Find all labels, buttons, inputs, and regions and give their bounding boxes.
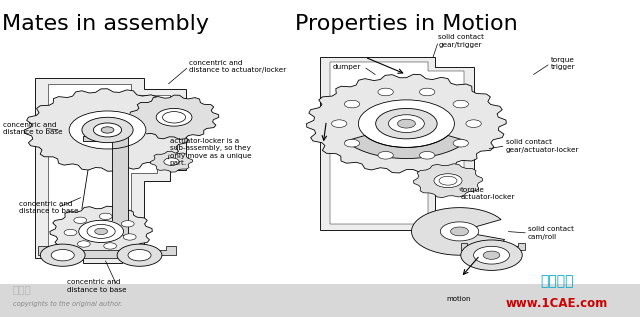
Polygon shape xyxy=(48,84,170,252)
Circle shape xyxy=(483,251,500,259)
Text: solid contact
gear/actuator-locker: solid contact gear/actuator-locker xyxy=(506,139,579,152)
Circle shape xyxy=(93,123,122,137)
Polygon shape xyxy=(79,220,124,243)
Text: solid contact
cam/roll: solid contact cam/roll xyxy=(528,226,574,240)
Polygon shape xyxy=(330,62,464,224)
Circle shape xyxy=(344,100,360,108)
Circle shape xyxy=(461,240,522,270)
Circle shape xyxy=(378,88,394,96)
Text: dumper: dumper xyxy=(333,64,361,69)
Circle shape xyxy=(332,120,347,127)
FancyBboxPatch shape xyxy=(0,284,640,317)
Text: concentric and
distance to base: concentric and distance to base xyxy=(67,279,127,293)
Circle shape xyxy=(40,244,85,266)
Circle shape xyxy=(122,221,134,227)
Circle shape xyxy=(124,234,136,240)
Text: 机械美: 机械美 xyxy=(13,284,31,294)
Circle shape xyxy=(419,152,435,159)
Circle shape xyxy=(376,108,437,139)
Polygon shape xyxy=(461,243,525,254)
Polygon shape xyxy=(24,89,191,171)
Circle shape xyxy=(95,228,108,235)
Circle shape xyxy=(101,127,114,133)
Text: torque
actuator-locker: torque actuator-locker xyxy=(461,187,515,200)
Polygon shape xyxy=(69,111,146,149)
Circle shape xyxy=(51,249,74,261)
Text: solid contact
gear/trigger: solid contact gear/trigger xyxy=(438,35,484,48)
Circle shape xyxy=(82,117,133,143)
Polygon shape xyxy=(156,108,192,126)
Text: concentric and
distance to base: concentric and distance to base xyxy=(3,122,63,135)
Circle shape xyxy=(77,241,90,247)
Circle shape xyxy=(87,224,115,238)
Polygon shape xyxy=(83,136,128,235)
Circle shape xyxy=(466,120,481,127)
Polygon shape xyxy=(434,174,462,188)
Polygon shape xyxy=(50,206,152,256)
Circle shape xyxy=(419,88,435,96)
Polygon shape xyxy=(320,57,474,230)
Text: www.1CAE.com: www.1CAE.com xyxy=(506,297,608,310)
Circle shape xyxy=(440,222,479,241)
Circle shape xyxy=(128,249,151,261)
Circle shape xyxy=(439,176,457,185)
Polygon shape xyxy=(346,136,467,158)
Circle shape xyxy=(397,119,415,128)
Text: torque
trigger: torque trigger xyxy=(550,57,575,70)
Polygon shape xyxy=(130,95,219,139)
Polygon shape xyxy=(164,158,179,165)
Circle shape xyxy=(388,115,424,133)
Text: copyrights to the original author.: copyrights to the original author. xyxy=(13,301,122,307)
Polygon shape xyxy=(413,164,483,197)
Circle shape xyxy=(378,152,394,159)
Circle shape xyxy=(453,100,468,108)
Circle shape xyxy=(99,213,112,220)
Text: motion: motion xyxy=(447,296,471,301)
Text: 仿真在线: 仿真在线 xyxy=(540,275,573,288)
Text: concentric and
distance to actuator/locker: concentric and distance to actuator/lock… xyxy=(189,60,286,73)
Polygon shape xyxy=(150,151,193,172)
Circle shape xyxy=(474,246,509,264)
Polygon shape xyxy=(35,78,186,263)
Polygon shape xyxy=(412,208,504,255)
Circle shape xyxy=(74,217,86,223)
Text: actuator-locker is a
sub-assembly, so they
only move as a unique
part.: actuator-locker is a sub-assembly, so th… xyxy=(170,138,252,166)
Polygon shape xyxy=(307,74,506,173)
Circle shape xyxy=(163,112,186,123)
Text: Properties in Motion: Properties in Motion xyxy=(295,14,518,34)
Circle shape xyxy=(453,139,468,147)
Circle shape xyxy=(104,243,116,249)
Text: Mates in assembly: Mates in assembly xyxy=(2,14,209,34)
Circle shape xyxy=(117,244,162,266)
Circle shape xyxy=(344,139,360,147)
Circle shape xyxy=(451,227,468,236)
Circle shape xyxy=(64,230,77,236)
Text: concentric and
distance to base: concentric and distance to base xyxy=(19,201,79,214)
Polygon shape xyxy=(38,246,176,258)
Polygon shape xyxy=(358,100,454,147)
